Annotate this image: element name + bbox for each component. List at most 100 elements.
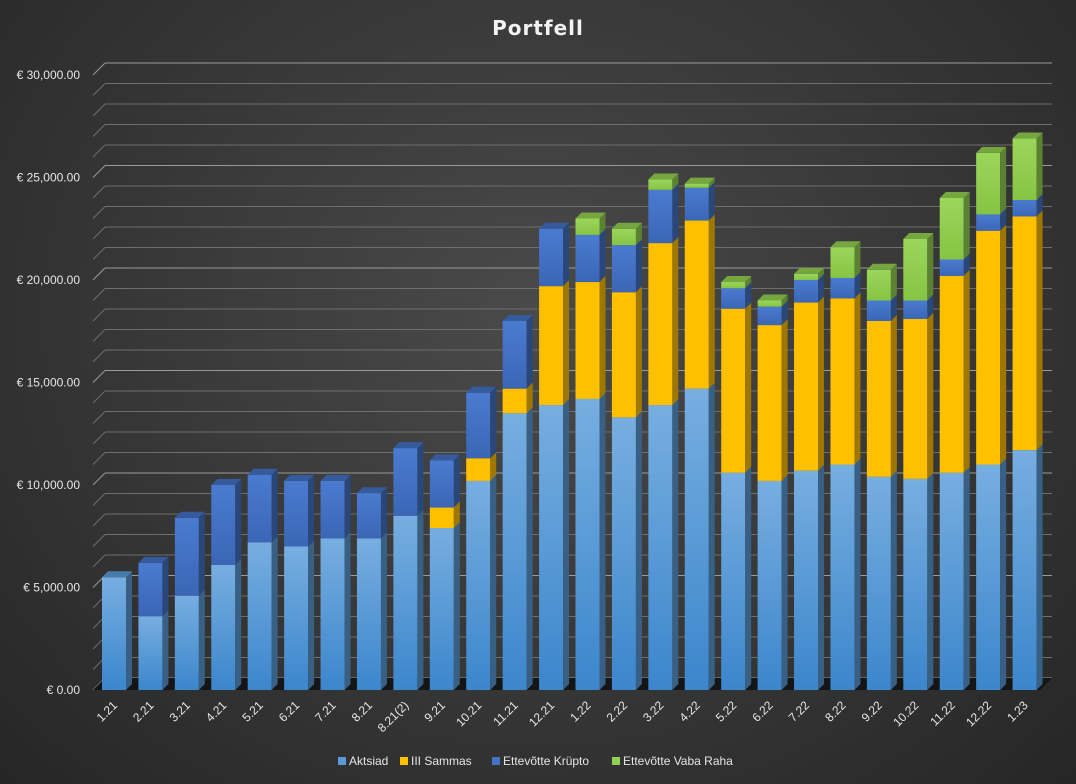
- bar-top: [976, 146, 1007, 153]
- y-tick-label: € 25,000.00: [17, 171, 81, 185]
- y-tick-label: € 20,000.00: [17, 273, 81, 287]
- gridline-wall: [92, 554, 106, 568]
- bar-top: [794, 267, 825, 274]
- bar-side: [818, 274, 825, 303]
- bar-side: [672, 237, 679, 406]
- bar-segment: [939, 269, 970, 473]
- bar-front: [939, 198, 964, 260]
- gridline-wall: [92, 349, 106, 363]
- bar-front: [539, 228, 564, 287]
- bar-top: [211, 479, 242, 485]
- bar-segment: [502, 315, 533, 389]
- bar-front: [211, 564, 236, 690]
- bar-side: [745, 466, 752, 690]
- bar-segment: [721, 302, 752, 473]
- bar-side: [235, 558, 242, 690]
- bar-side: [599, 212, 606, 235]
- bar-side: [708, 181, 715, 221]
- gridline-wall: [92, 308, 106, 322]
- bar-top: [721, 276, 752, 283]
- bar-side: [672, 173, 679, 190]
- bar-side: [854, 271, 861, 299]
- bar-side: [526, 315, 533, 389]
- bar-front: [429, 460, 454, 508]
- bar-front: [721, 288, 746, 309]
- bar-front: [684, 388, 709, 690]
- bar-side: [963, 466, 970, 690]
- bar-side: [672, 399, 679, 690]
- bar-front: [575, 282, 600, 399]
- gridline-wall: [92, 493, 106, 506]
- bar-side: [490, 474, 497, 690]
- bar-front: [320, 480, 345, 539]
- bar-segment: [976, 146, 1007, 215]
- bar-side: [526, 382, 533, 414]
- bar-top: [138, 556, 169, 563]
- bar-segment: [611, 411, 642, 690]
- bar-front: [138, 562, 163, 617]
- x-tick-label: 12.21: [526, 698, 557, 729]
- bar-top: [429, 454, 460, 461]
- bar-side: [344, 474, 351, 539]
- x-tick-label: 6.22: [749, 698, 776, 725]
- bar-segment: [684, 177, 715, 188]
- bar-side: [308, 474, 315, 547]
- bar-front: [611, 417, 636, 690]
- bar-top: [393, 442, 424, 449]
- bar-side: [708, 177, 715, 188]
- bar-top: [320, 474, 351, 481]
- bar-front: [976, 230, 1001, 465]
- bar-segment: [830, 292, 861, 465]
- x-tick-label: 8.22: [822, 698, 849, 725]
- x-tick-label: 4.21: [203, 698, 230, 725]
- bar-segment: [684, 382, 715, 690]
- bar-side: [963, 269, 970, 473]
- y-axis: € 0.00 € 5,000.00 € 10,000.00 € 15,000.00 € …: [17, 68, 81, 697]
- bar-front: [247, 474, 272, 543]
- bar-side: [1036, 210, 1043, 451]
- bar-front: [757, 300, 782, 307]
- bar-top: [356, 487, 387, 494]
- bar-front: [611, 245, 636, 293]
- bar-front: [284, 546, 309, 690]
- bar-side: [854, 458, 861, 690]
- bar-side: [490, 452, 497, 481]
- bar-side: [745, 302, 752, 473]
- bar-segment: [721, 466, 752, 690]
- bar-front: [939, 259, 964, 276]
- gridline-wall: [92, 226, 106, 240]
- bar-segment: [284, 474, 315, 547]
- bar-side: [453, 501, 460, 529]
- bar-front: [466, 480, 491, 690]
- bar-side: [745, 282, 752, 309]
- bar-side: [890, 263, 897, 301]
- bar-front: [866, 476, 891, 690]
- x-tick-label: 6.21: [276, 698, 303, 725]
- bar-segment: [976, 458, 1007, 690]
- bar-side: [890, 315, 897, 477]
- bar-side: [308, 540, 315, 690]
- bar-top: [502, 315, 533, 321]
- y-tick-label: € 5,000.00: [23, 581, 80, 595]
- bar-segment: [138, 556, 169, 617]
- bar-segment: [721, 276, 752, 289]
- bar-segment: [648, 173, 679, 190]
- bar-segment: [575, 392, 606, 690]
- x-tick-label: 10.21: [453, 698, 484, 729]
- bar-segment: [830, 458, 861, 690]
- x-tick-label: 2.21: [130, 698, 157, 725]
- gridline-wall: [92, 62, 106, 76]
- bar-front: [1012, 216, 1037, 451]
- y-tick-label: € 15,000.00: [17, 376, 81, 390]
- legend-label: Ettevõtte Vaba Raha: [623, 754, 733, 768]
- bar-top: [648, 173, 679, 180]
- bar-side: [927, 472, 934, 690]
- gridline-wall: [92, 124, 106, 137]
- bar-front: [903, 300, 928, 319]
- bar-side: [453, 522, 460, 690]
- bar-side: [1000, 208, 1007, 231]
- bar-front: [575, 234, 600, 283]
- bar-segment: [320, 474, 351, 539]
- bar-top: [939, 192, 970, 198]
- bar-side: [635, 222, 642, 246]
